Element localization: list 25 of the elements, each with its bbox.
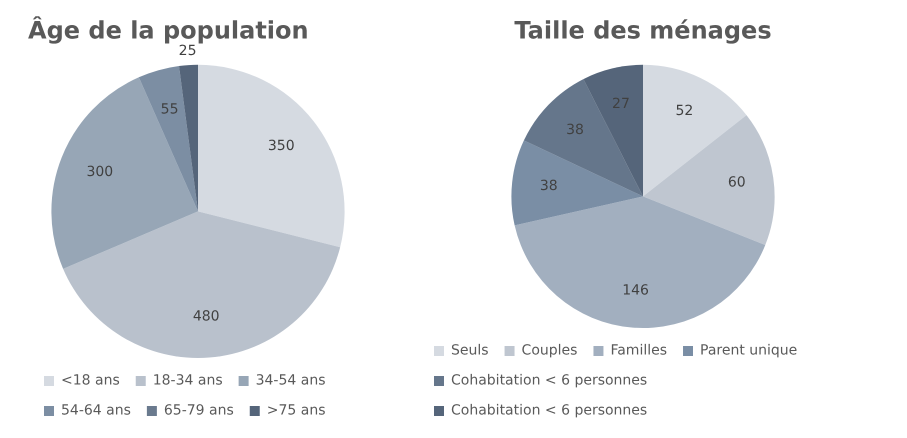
legend-label: 18-34 ans: [152, 372, 223, 389]
legend-label: Seuls: [451, 342, 489, 359]
legend-label: Couples: [522, 342, 578, 359]
legend-label: Cohabitation < 6 personnes: [451, 402, 648, 419]
data-label: 27: [612, 96, 630, 112]
legend-label: >75 ans: [266, 402, 326, 419]
legend-label: Parent unique: [700, 342, 798, 359]
data-label: 38: [540, 178, 558, 194]
legend-label: 54-64 ans: [61, 402, 131, 419]
data-label: 25: [178, 42, 196, 59]
legend-label: 65-79 ans: [164, 402, 234, 419]
data-label: 55: [160, 101, 178, 118]
data-label: 38: [566, 122, 584, 138]
data-label: 146: [622, 282, 650, 298]
data-label: 300: [86, 164, 114, 180]
legend-label: <18 ans: [61, 372, 120, 389]
data-label: 480: [192, 308, 220, 324]
data-label: 350: [268, 138, 295, 154]
data-label: 60: [728, 174, 746, 190]
chart-title: Âge de la population: [28, 16, 309, 45]
legend-label: Cohabitation < 6 personnes: [451, 372, 648, 389]
legend-label: Familles: [610, 342, 668, 359]
chart-title: Taille des ménages: [514, 16, 772, 45]
legend-label: 34-54 ans: [256, 372, 326, 389]
data-label: 52: [676, 102, 694, 119]
